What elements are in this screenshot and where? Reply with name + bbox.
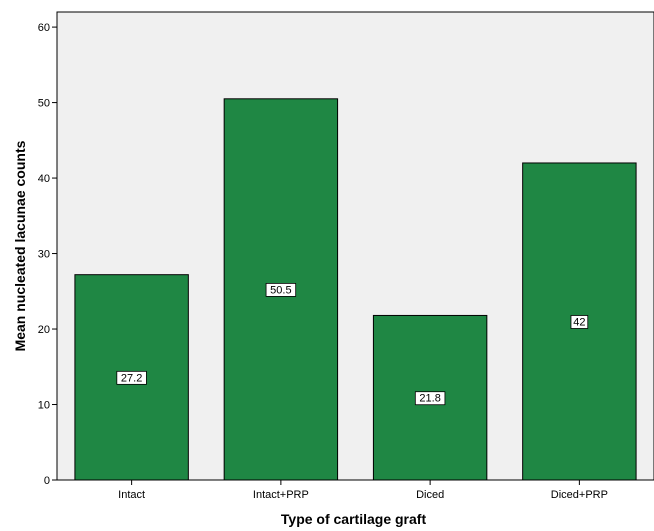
data-label-group: 42 xyxy=(570,315,589,329)
data-label-box xyxy=(570,315,589,329)
data-label-group: 27.2 xyxy=(116,370,147,385)
x-tick-label: Intact xyxy=(118,489,145,501)
y-axis-title: Mean nucleated lacunae counts xyxy=(12,140,28,351)
y-tick-label: 30 xyxy=(38,249,50,261)
y-tick-label: 0 xyxy=(44,475,50,487)
data-label: 42 xyxy=(573,316,585,328)
data-label: 50.5 xyxy=(270,284,291,296)
data-label: 27.2 xyxy=(121,372,142,384)
data-label-box xyxy=(116,370,147,385)
data-label-box xyxy=(414,391,446,406)
y-axis: 0 10 20 30 40 50 60 xyxy=(38,22,57,487)
x-tick-label: Diced xyxy=(416,489,444,501)
x-tick-label: Diced+PRP xyxy=(551,489,608,501)
y-tick-label: 60 xyxy=(38,22,50,34)
y-tick-label: 10 xyxy=(38,400,50,412)
data-label-box xyxy=(265,283,297,297)
data-label-group: 50.5 xyxy=(265,283,297,297)
x-axis: Intact Intact+PRP Diced Diced+PRP xyxy=(118,480,608,501)
data-label: 21.8 xyxy=(419,393,440,405)
y-tick-label: 20 xyxy=(38,324,50,336)
y-tick-label: 40 xyxy=(38,173,50,185)
x-axis-title: Type of cartilage graft xyxy=(281,511,427,527)
x-tick-label: Intact+PRP xyxy=(253,489,309,501)
y-tick-label: 50 xyxy=(38,98,50,110)
bars: 27.2 50.5 21.8 42 xyxy=(74,98,637,481)
data-label-group: 21.8 xyxy=(414,391,446,406)
